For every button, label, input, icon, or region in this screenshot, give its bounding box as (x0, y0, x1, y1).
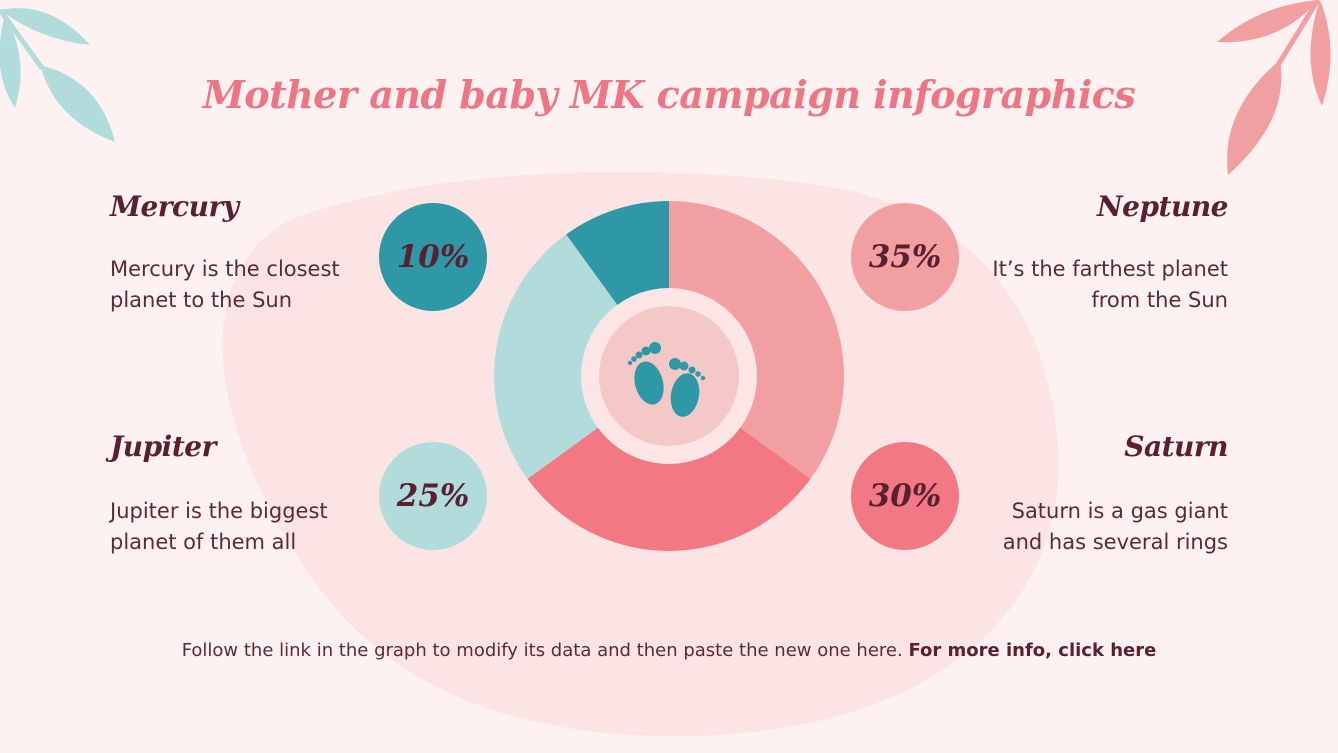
mercury-percent-badge: 10% (379, 203, 487, 311)
slice-jupiter[interactable] (494, 234, 669, 479)
baby-feet-icon (627, 342, 706, 417)
neptune-percent-badge: 35% (851, 203, 959, 311)
footer-note: Follow the link in the graph to modify i… (0, 640, 1338, 661)
mercury-description: Mercury is the closest planet to the Sun (110, 257, 340, 312)
donut-chart[interactable] (494, 201, 844, 551)
pink-leaves-decoration (1217, 0, 1331, 175)
neptune-description: It’s the farthest planet from the Sun (992, 257, 1228, 312)
saturn-percent-badge: 30% (851, 442, 959, 550)
footer-text: Follow the link in the graph to modify i… (181, 640, 909, 661)
center-circle (599, 306, 739, 446)
mercury-heading: Mercury (110, 190, 239, 223)
more-info-link[interactable]: For more info, click here (908, 640, 1157, 661)
slice-neptune[interactable] (669, 201, 844, 479)
neptune-heading: Neptune (1097, 190, 1228, 223)
jupiter-heading: Jupiter (110, 430, 216, 463)
saturn-description: Saturn is a gas giant and has several ri… (1002, 499, 1228, 554)
page-title: Mother and baby MK campaign infographics (202, 72, 1136, 117)
teal-leaves-decoration (0, 8, 115, 142)
jupiter-description: Jupiter is the biggest planet of them al… (110, 499, 328, 554)
jupiter-percent-badge: 25% (379, 442, 487, 550)
saturn-heading: Saturn (1124, 430, 1228, 463)
